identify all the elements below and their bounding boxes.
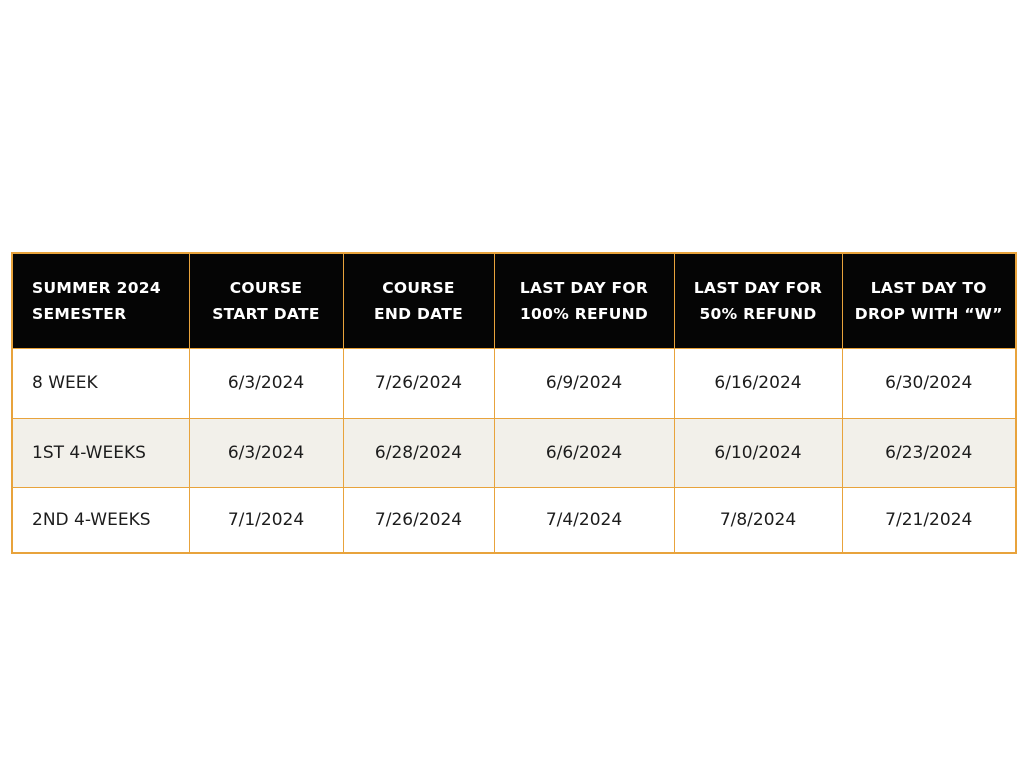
cell-50-refund: 7/8/2024 [673,486,843,554]
table-header-row: SUMMER 2024 SEMESTER COURSE START DATE C… [11,252,1017,349]
header-line: DROP WITH “W” [854,304,1003,323]
cell-end-date: 7/26/2024 [342,486,495,554]
column-header-drop-with-w: LAST DAY TO DROP WITH “W” [841,252,1017,349]
header-line: LAST DAY FOR [693,278,823,297]
table-row-8-week: 8 WEEK 6/3/2024 7/26/2024 6/9/2024 6/16/… [11,347,1017,419]
cell-drop-w: 6/23/2024 [841,417,1017,488]
header-line: SEMESTER [32,304,127,323]
header-line: END DATE [373,304,464,323]
cell-100-refund: 7/4/2024 [493,486,675,554]
header-line: COURSE [382,278,455,297]
cell-semester: 1ST 4-WEEKS [11,417,190,488]
cell-semester: 2ND 4-WEEKS [11,486,190,554]
cell-end-date: 6/28/2024 [342,417,495,488]
cell-drop-w: 7/21/2024 [841,486,1017,554]
table-row-2nd-4-weeks: 2ND 4-WEEKS 7/1/2024 7/26/2024 7/4/2024 … [11,486,1017,554]
header-line: COURSE [229,278,303,297]
header-line: SUMMER 2024 [32,278,161,297]
cell-semester: 8 WEEK [11,347,190,419]
column-header-semester: SUMMER 2024 SEMESTER [11,252,190,349]
header-line: 100% REFUND [519,304,649,323]
header-line: LAST DAY TO [870,278,987,297]
header-line: 50% REFUND [699,304,817,323]
column-header-course-start-date: COURSE START DATE [188,252,344,349]
cell-start-date: 7/1/2024 [188,486,344,554]
cell-50-refund: 6/10/2024 [673,417,843,488]
cell-start-date: 6/3/2024 [188,347,344,419]
column-header-50-percent-refund: LAST DAY FOR 50% REFUND [673,252,843,349]
cell-start-date: 6/3/2024 [188,417,344,488]
column-header-100-percent-refund: LAST DAY FOR 100% REFUND [493,252,675,349]
cell-100-refund: 6/6/2024 [493,417,675,488]
column-header-course-end-date: COURSE END DATE [342,252,495,349]
semester-dates-table: SUMMER 2024 SEMESTER COURSE START DATE C… [11,252,1017,554]
header-line: LAST DAY FOR [519,278,649,297]
cell-50-refund: 6/16/2024 [673,347,843,419]
cell-end-date: 7/26/2024 [342,347,495,419]
cell-100-refund: 6/9/2024 [493,347,675,419]
cell-drop-w: 6/30/2024 [841,347,1017,419]
table-row-1st-4-weeks: 1ST 4-WEEKS 6/3/2024 6/28/2024 6/6/2024 … [11,417,1017,488]
header-line: START DATE [212,304,320,323]
